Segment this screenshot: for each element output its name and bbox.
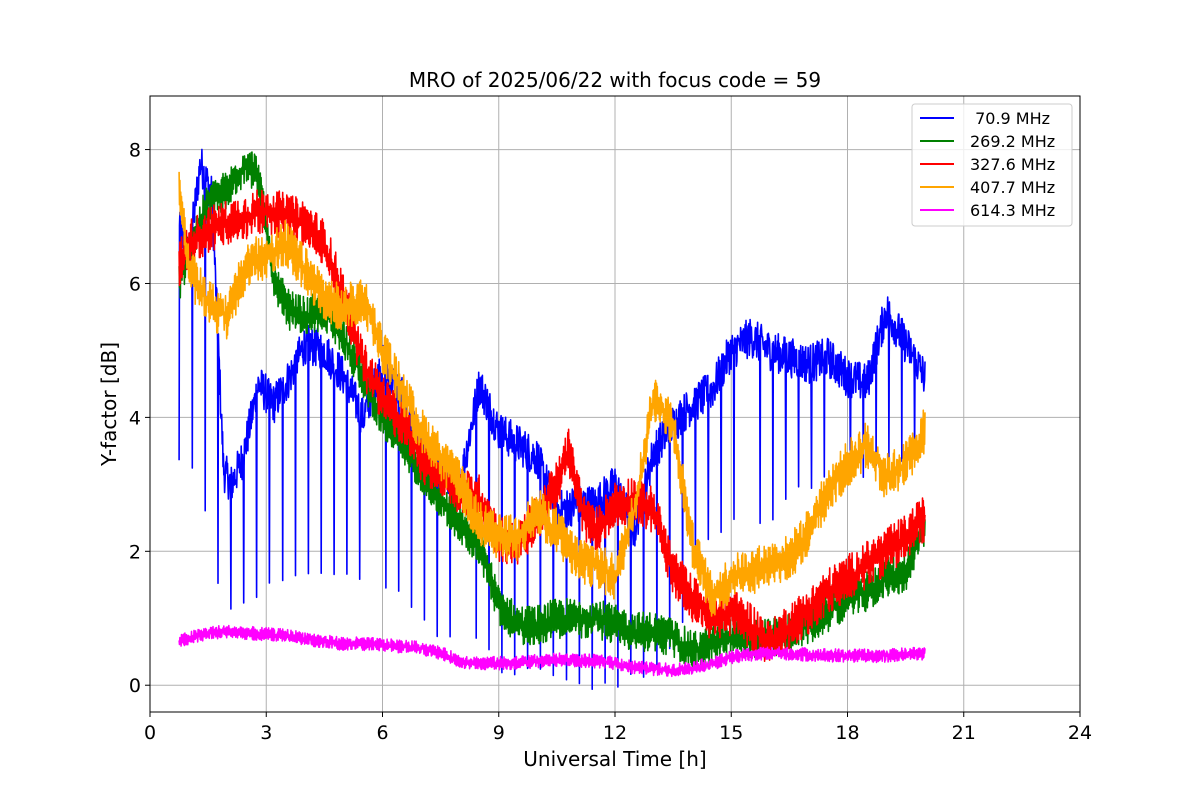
x-tick-label: 0	[144, 722, 156, 744]
y-tick-label: 6	[129, 273, 141, 295]
x-tick-label: 15	[719, 722, 743, 744]
legend-label: 407.7 MHz	[970, 178, 1055, 197]
x-tick-label: 21	[952, 722, 976, 744]
x-tick-label: 24	[1068, 722, 1092, 744]
chart-title: MRO of 2025/06/22 with focus code = 59	[409, 68, 821, 92]
legend-label: 269.2 MHz	[970, 132, 1055, 151]
y-axis-label: Y-factor [dB]	[97, 342, 121, 467]
x-tick-label: 6	[376, 722, 388, 744]
x-tick-label: 18	[835, 722, 859, 744]
legend-label: 70.9 MHz	[970, 109, 1050, 128]
legend-label: 614.3 MHz	[970, 201, 1055, 220]
x-tick-label: 12	[603, 722, 627, 744]
y-tick-label: 8	[129, 140, 141, 162]
x-tick-label: 9	[493, 722, 505, 744]
series-line	[178, 171, 926, 617]
series-layer	[178, 148, 926, 690]
y-tick-label: 0	[129, 675, 141, 697]
series-line	[178, 189, 926, 662]
legend-label: 327.6 MHz	[970, 155, 1055, 174]
x-axis-label: Universal Time [h]	[523, 747, 706, 771]
x-tick-label: 3	[260, 722, 272, 744]
y-tick-label: 4	[129, 407, 141, 429]
y-tick-label: 2	[129, 541, 141, 563]
legend: 70.9 MHz 269.2 MHz 327.6 MHz 407.7 MHz 614.3…	[911, 103, 1073, 227]
series-line	[178, 624, 926, 678]
legend-box	[911, 103, 1073, 227]
